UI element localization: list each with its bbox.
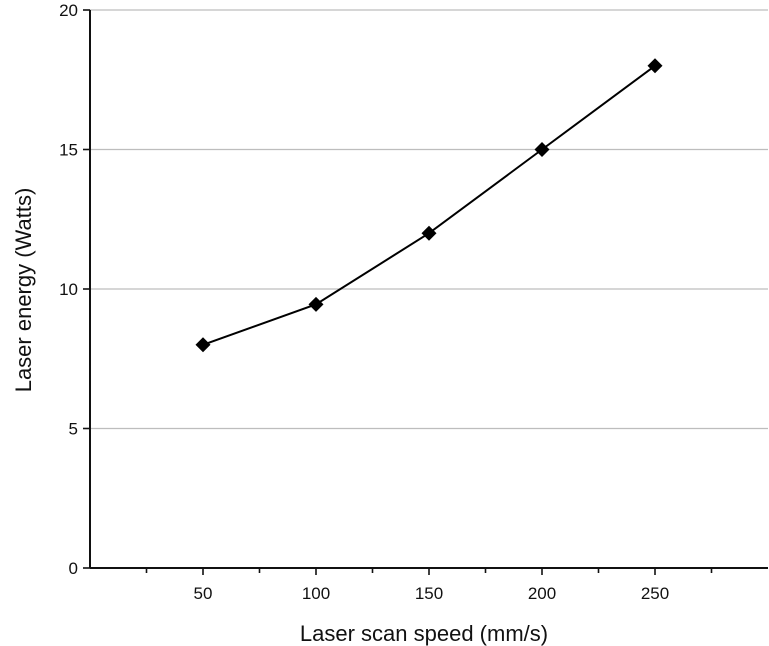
data-point-200 [534,142,550,157]
ticks: 0 5 10 15 20 50 100 150 200 250 [59,1,713,603]
y-tick-label-0: 0 [69,559,78,578]
y-axis-title: Laser energy (Watts) [11,188,36,393]
data-point-50 [195,337,211,353]
data-point-150 [421,225,437,241]
y-tick-label-15: 15 [59,141,78,160]
y-tick-label-10: 10 [59,280,78,299]
x-tick-label-200: 200 [528,584,556,603]
data-point-100 [308,296,324,312]
gridlines [90,9,768,430]
x-tick-label-100: 100 [302,584,330,603]
series-line-0 [202,64,656,346]
data-point-250 [647,58,663,74]
x-tick-label-50: 50 [194,584,213,603]
y-tick-label-20: 20 [59,1,78,20]
series [195,58,663,353]
x-tick-label-250: 250 [641,584,669,603]
x-axis-title: Laser scan speed (mm/s) [300,621,548,646]
y-tick-label-5: 5 [69,420,78,439]
x-tick-label-150: 150 [415,584,443,603]
